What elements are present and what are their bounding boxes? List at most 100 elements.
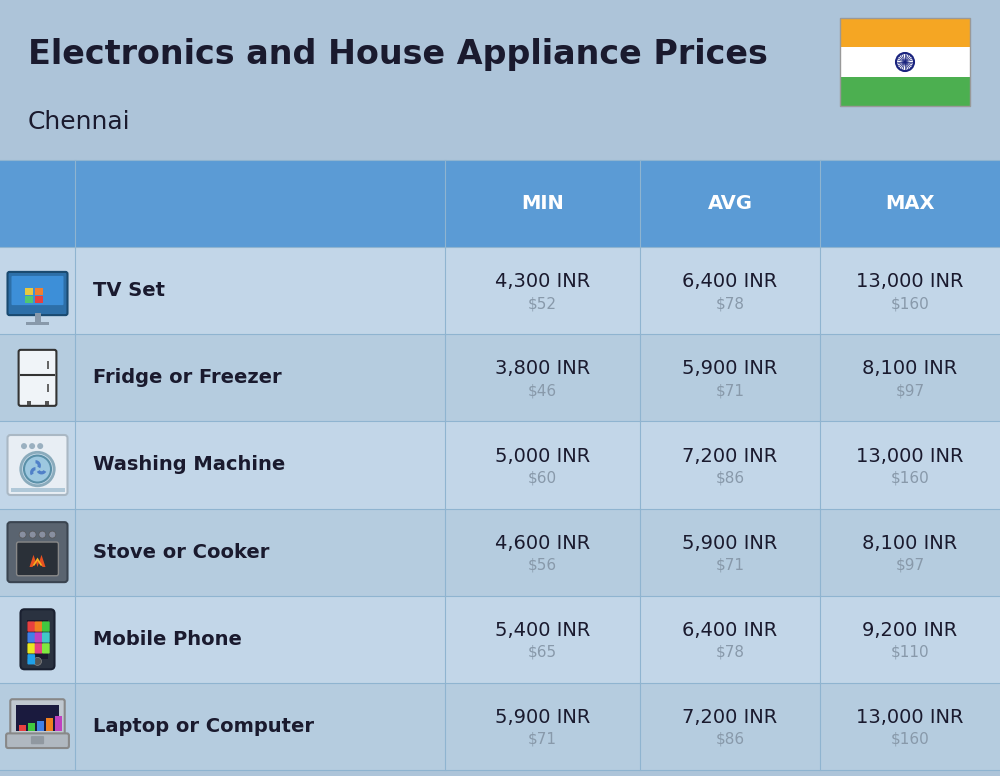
Bar: [19, 726, 26, 731]
Text: $78: $78: [716, 296, 744, 311]
Bar: [47, 361, 49, 369]
Text: 5,900 INR: 5,900 INR: [495, 708, 590, 727]
Bar: [45, 401, 49, 405]
Bar: [0, 508, 1000, 596]
Text: TV Set: TV Set: [93, 281, 165, 300]
Text: $46: $46: [528, 383, 557, 398]
FancyBboxPatch shape: [6, 733, 69, 748]
Text: 6,400 INR: 6,400 INR: [682, 621, 778, 639]
FancyBboxPatch shape: [10, 699, 65, 737]
Text: 5,400 INR: 5,400 INR: [495, 621, 590, 639]
Text: $71: $71: [528, 732, 557, 747]
FancyBboxPatch shape: [12, 276, 64, 305]
Text: Mobile Phone: Mobile Phone: [93, 630, 242, 649]
Text: MAX: MAX: [885, 194, 935, 213]
Text: $110: $110: [891, 645, 929, 660]
Bar: [840, 77, 970, 106]
Text: 8,100 INR: 8,100 INR: [862, 534, 958, 553]
Text: $71: $71: [716, 383, 744, 398]
Bar: [0, 247, 1000, 334]
FancyBboxPatch shape: [8, 435, 68, 495]
Text: AVG: AVG: [708, 194, 753, 213]
Text: Chennai: Chennai: [28, 110, 131, 134]
Text: $65: $65: [528, 645, 557, 660]
Bar: [0, 334, 1000, 421]
Circle shape: [49, 531, 56, 538]
FancyBboxPatch shape: [35, 622, 42, 632]
Circle shape: [39, 531, 46, 538]
Circle shape: [37, 443, 43, 449]
Text: 7,200 INR: 7,200 INR: [682, 708, 778, 727]
FancyBboxPatch shape: [27, 643, 35, 653]
Text: Washing Machine: Washing Machine: [93, 456, 285, 474]
Bar: [37, 721, 44, 731]
Bar: [16, 705, 59, 731]
Wedge shape: [37, 470, 46, 474]
Bar: [840, 18, 970, 47]
FancyBboxPatch shape: [27, 654, 35, 664]
Text: 5,900 INR: 5,900 INR: [682, 359, 778, 379]
FancyBboxPatch shape: [42, 632, 50, 643]
Bar: [55, 716, 62, 731]
Circle shape: [24, 456, 51, 483]
Bar: [46, 719, 53, 731]
Circle shape: [29, 443, 35, 449]
FancyBboxPatch shape: [8, 522, 68, 582]
Text: $78: $78: [716, 645, 744, 660]
FancyBboxPatch shape: [35, 643, 42, 653]
FancyBboxPatch shape: [17, 542, 58, 576]
Bar: [840, 47, 970, 77]
Bar: [26, 321, 49, 325]
Text: 13,000 INR: 13,000 INR: [856, 446, 964, 466]
Text: 7,200 INR: 7,200 INR: [682, 446, 778, 466]
Text: $86: $86: [715, 470, 745, 486]
Text: 3,800 INR: 3,800 INR: [495, 359, 590, 379]
FancyBboxPatch shape: [42, 622, 50, 632]
Bar: [47, 384, 49, 392]
Bar: [27, 620, 48, 659]
FancyBboxPatch shape: [20, 609, 54, 669]
Text: 6,400 INR: 6,400 INR: [682, 272, 778, 291]
Text: Laptop or Computer: Laptop or Computer: [93, 717, 314, 736]
Bar: [0, 683, 1000, 770]
Circle shape: [29, 531, 36, 538]
FancyBboxPatch shape: [27, 632, 35, 643]
Text: 5,900 INR: 5,900 INR: [682, 534, 778, 553]
Bar: [25, 288, 33, 295]
Circle shape: [21, 443, 27, 449]
Bar: [10, 488, 64, 492]
Bar: [0, 421, 1000, 508]
FancyBboxPatch shape: [19, 350, 56, 406]
Text: $97: $97: [895, 383, 925, 398]
Text: Fridge or Freezer: Fridge or Freezer: [93, 369, 282, 387]
Wedge shape: [35, 460, 41, 468]
Text: 13,000 INR: 13,000 INR: [856, 708, 964, 727]
Polygon shape: [30, 555, 46, 567]
FancyBboxPatch shape: [42, 643, 50, 653]
Text: $160: $160: [891, 296, 929, 311]
Text: MIN: MIN: [521, 194, 564, 213]
Text: $52: $52: [528, 296, 557, 311]
Text: $86: $86: [715, 732, 745, 747]
Text: 5,000 INR: 5,000 INR: [495, 446, 590, 466]
Bar: [34, 313, 40, 321]
Text: $160: $160: [891, 732, 929, 747]
Text: 4,600 INR: 4,600 INR: [495, 534, 590, 553]
Text: Stove or Cooker: Stove or Cooker: [93, 542, 269, 562]
Bar: [0, 596, 1000, 683]
Bar: [840, 18, 970, 106]
Bar: [0, 160, 1000, 247]
FancyBboxPatch shape: [27, 622, 35, 632]
Text: 8,100 INR: 8,100 INR: [862, 359, 958, 379]
Text: Electronics and House Appliance Prices: Electronics and House Appliance Prices: [28, 38, 768, 71]
Text: $60: $60: [528, 470, 557, 486]
Text: $56: $56: [528, 558, 557, 573]
FancyBboxPatch shape: [31, 736, 44, 744]
Text: 13,000 INR: 13,000 INR: [856, 272, 964, 291]
Bar: [25, 296, 33, 303]
Text: 4,300 INR: 4,300 INR: [495, 272, 590, 291]
Wedge shape: [30, 467, 35, 475]
Text: $71: $71: [716, 558, 744, 573]
Polygon shape: [32, 557, 42, 566]
Circle shape: [21, 452, 54, 486]
